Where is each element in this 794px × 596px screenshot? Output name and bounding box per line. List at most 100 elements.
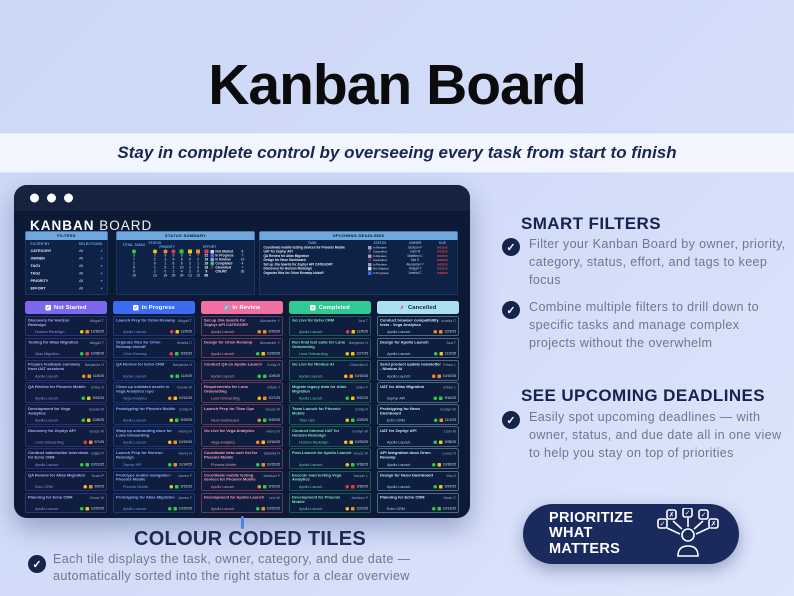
filter-value[interactable]: All xyxy=(79,263,84,269)
effort-square-icon xyxy=(263,396,267,400)
dropdown-caret-icon[interactable]: ▾ xyxy=(100,249,103,253)
task-tile[interactable]: Wrap up onboarding docs for Luna Onboard… xyxy=(113,426,195,447)
column-header[interactable]: ✓ Not Started xyxy=(25,301,107,314)
dropdown-caret-icon[interactable]: ▾ xyxy=(100,264,103,268)
tile-task-title: Execute load testing Vega Analytics xyxy=(292,473,342,482)
task-tile[interactable]: Migrate legacy data for Atlas Migration E… xyxy=(289,382,371,403)
tile-due-date: 10/19/25 xyxy=(354,374,368,378)
priority-dot-icon xyxy=(345,462,350,467)
task-tile[interactable]: Discovery for Zephyr API Grace W Luna Onbo… xyxy=(25,426,107,447)
tile-owner: Ava T xyxy=(358,318,368,324)
task-tile[interactable]: Go Live for Echo CRM Ava T Apollo Launch 11… xyxy=(289,316,371,337)
window-dot-icon[interactable] xyxy=(47,193,56,203)
column-header[interactable]: ✗ Cancelled xyxy=(377,301,459,314)
filter-label: TAG1 xyxy=(30,263,41,269)
status-square-icon xyxy=(367,262,372,267)
effort-square-icon xyxy=(437,374,441,378)
task-tile[interactable]: Go Live for Vega Analytics Henry R Vega An… xyxy=(201,426,283,447)
priority-col-header: PRIORITY xyxy=(159,245,175,250)
effort-square-icon xyxy=(439,330,443,334)
task-tile[interactable]: Prototyping for Phoenix Mobile Emily R Apo… xyxy=(113,404,195,425)
dropdown-caret-icon[interactable]: ▾ xyxy=(100,256,103,261)
task-tile[interactable]: API Integration docs Orion Revamp Lucas N… xyxy=(377,448,459,469)
task-tile[interactable]: Clean up outdated assets in Vega Analyti… xyxy=(113,382,195,403)
task-tile[interactable]: Prototype mobile navigation - Phoenix Mo… xyxy=(113,470,195,491)
task-tile[interactable]: Conduct internal UAT for Horizon Redesig… xyxy=(289,426,371,447)
tile-category: Apollo Launch xyxy=(387,440,411,445)
task-tile[interactable]: Launch Prep for Titan Ops Grace W Neon Das… xyxy=(201,404,283,425)
task-tile[interactable]: QA Review for Atlas Migration Noah P Echo … xyxy=(25,470,107,491)
tile-category: Apollo Launch xyxy=(123,329,147,335)
task-tile[interactable]: Planning for Echo CRM Grace W Apollo Launc… xyxy=(25,492,107,513)
task-tile[interactable]: Planning for Echo CRM Noah C Echo CRM 10/13… xyxy=(377,492,459,513)
column-header[interactable]: ✓ Completed xyxy=(289,301,371,314)
task-tile[interactable]: Testing for Atlas Migration Abigail T Atla… xyxy=(25,338,107,359)
filter-value[interactable]: All xyxy=(79,286,84,291)
task-tile[interactable]: Design for Orion Revamp Alexander Y Apollo… xyxy=(201,338,283,359)
dropdown-caret-icon[interactable]: ▾ xyxy=(100,286,103,291)
task-tile[interactable]: Team Launch for Phoenix Mobile Emily R Tit… xyxy=(289,404,371,425)
task-tile[interactable]: Discovery for Horizon Redesign Abigail T H… xyxy=(25,316,107,337)
window-dot-icon[interactable] xyxy=(30,193,39,203)
effort-square-icon xyxy=(87,396,91,400)
tile-category: Apollo Launch xyxy=(299,329,323,335)
task-tile[interactable]: Development for Vega Analytics Daniel W Ap… xyxy=(25,404,107,425)
task-tile[interactable]: QA Review for Echo CRM Benjamin H Apollo L… xyxy=(113,360,195,381)
x-icon: ✗ xyxy=(367,249,372,254)
task-tile[interactable]: Send product update newsletter - Nimbus … xyxy=(377,360,459,381)
task-tile[interactable]: Execute load testing Vega Analytics Harpe… xyxy=(289,470,371,491)
window-dot-icon[interactable] xyxy=(64,193,73,203)
effort-square-icon xyxy=(187,249,192,254)
status-total-value: 9 xyxy=(205,270,208,274)
filter-value[interactable]: All xyxy=(79,256,84,261)
task-tile[interactable]: Set up Jira boards for Zephyr API CATEGO… xyxy=(201,316,283,337)
task-tile[interactable]: Development for Phoenix Mobile Jackson F A… xyxy=(289,492,371,513)
task-tile[interactable]: Launch Prep for Horizon Redesign Henry H Z… xyxy=(113,448,195,469)
svg-text:✓: ✓ xyxy=(685,510,691,517)
task-tile[interactable]: Run final test suite for Luna Onboarding… xyxy=(289,338,371,359)
task-tile[interactable]: Organize files for Orion Revamp kickoff A… xyxy=(113,338,195,359)
task-tile[interactable]: Coordinate mobile testing devices for Ph… xyxy=(201,470,283,491)
task-tile[interactable]: Conduct browser compatibility tests - Ve… xyxy=(377,316,459,337)
tile-category: Apollo Launch xyxy=(211,506,235,511)
task-tile[interactable]: Conduct stakeholder interviews for Echo … xyxy=(25,448,107,469)
tile-owner: Grace W xyxy=(353,451,368,456)
task-tile[interactable]: Conduct QA on Apollo Launch Emily R Apollo… xyxy=(201,360,283,381)
effort-square-icon xyxy=(349,374,353,378)
task-tile[interactable]: Prototyping for Neon Dashboard Evelyn W Ec… xyxy=(377,404,459,425)
dropdown-caret-icon[interactable]: ▾ xyxy=(100,271,103,276)
task-tile[interactable]: Requirements for Luna Onboarding Ethan J L… xyxy=(201,382,283,403)
priority-dot-icon xyxy=(345,418,350,423)
tile-due-date: 10/25/25 xyxy=(354,440,368,445)
tile-category: Vega Analytics xyxy=(211,440,236,445)
task-tile[interactable]: Post-Launch for Apollo Launch Grace W Apol… xyxy=(289,448,371,469)
filter-value[interactable]: All xyxy=(79,248,84,254)
effort-square-icon xyxy=(351,396,355,400)
kanban-app-window: KANBAN BOARD FILTERS FILTER BY SELECTION… xyxy=(14,185,470,518)
svg-text:✓: ✓ xyxy=(701,512,707,519)
filter-value[interactable]: All xyxy=(79,271,84,276)
task-tile[interactable]: Design for Apollo Launch Ava T Apollo Laun… xyxy=(377,338,459,359)
svg-text:✓: ✓ xyxy=(660,521,666,528)
column-header[interactable]: ✓ In Progress xyxy=(113,301,195,314)
tile-due-date: 10/28/25 xyxy=(90,352,104,356)
task-tile[interactable]: UAT for Zephyr API Liam M Apollo Launch 9/2… xyxy=(377,426,459,447)
task-tile[interactable]: Prototyping for Atlas Migration James F Ap… xyxy=(113,492,195,513)
task-tile[interactable]: Go Live for Nimbus AI Charlotte K Apollo L… xyxy=(289,360,371,381)
task-tile[interactable]: Coordinate beta user list for Phoenix Mo… xyxy=(201,448,283,469)
upcoming-owner: Jackson F xyxy=(407,245,423,250)
task-tile[interactable]: Launch Prep for Orion Revamp Abigail T Apo… xyxy=(113,316,195,337)
dropdown-caret-icon[interactable]: ▾ xyxy=(100,279,103,283)
task-tile[interactable]: QA Review for Phoenix Mobile Chloe S Apoll… xyxy=(25,382,107,403)
task-tile[interactable]: UAT for Atlas Migration Ethan L Zephyr API… xyxy=(377,382,459,403)
filter-value[interactable]: All xyxy=(79,278,84,284)
column-header[interactable]: ✓ In Review xyxy=(201,301,283,314)
task-tile[interactable]: Prepare feedback summary from UAT sessio… xyxy=(25,360,107,381)
status-count-value: 2 xyxy=(197,258,200,262)
upcoming-due-date: 9/24/25 xyxy=(437,267,448,271)
tile-category: Apollo Launch xyxy=(211,351,235,357)
task-tile[interactable]: Development for Apollo Launch Levi W Apoll… xyxy=(201,492,283,513)
tile-owner: Evelyn W xyxy=(352,429,368,434)
tile-category: Horizon Redesign xyxy=(299,440,329,445)
task-tile[interactable]: Design for Neon Dashboard Mia S Apollo Lau… xyxy=(377,470,459,491)
